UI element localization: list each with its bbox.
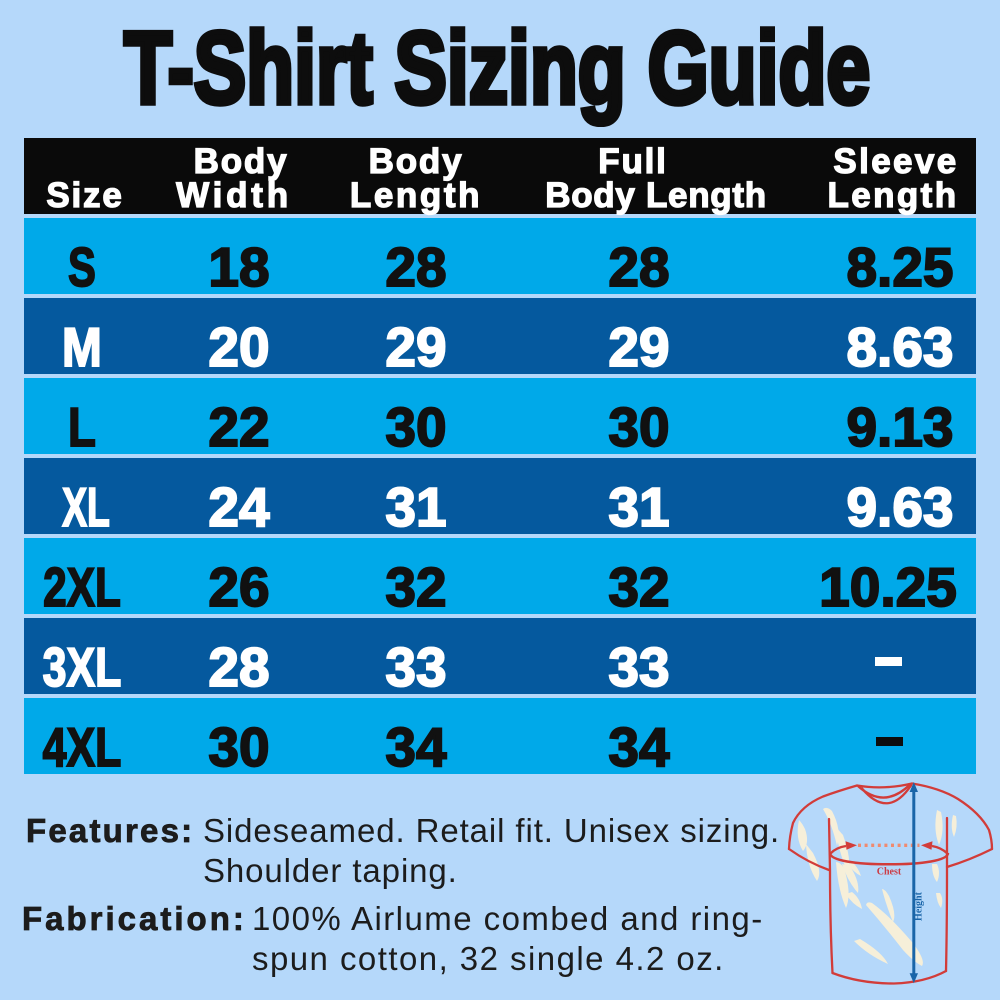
svg-text:Chest: Chest bbox=[877, 867, 902, 878]
svg-text:Height: Height bbox=[914, 891, 925, 921]
